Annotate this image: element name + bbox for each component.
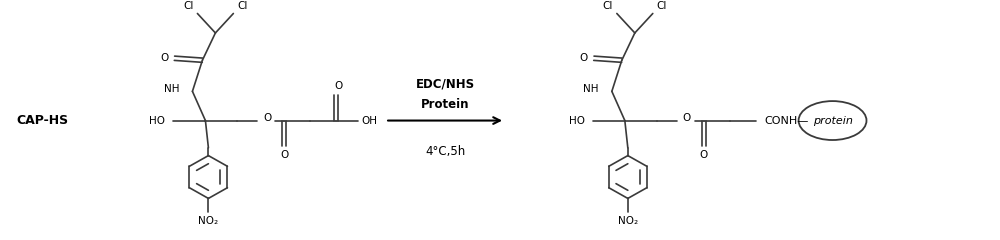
Text: protein: protein [813,115,852,126]
Text: O: O [160,53,169,63]
Text: O: O [683,113,691,123]
Text: O: O [700,150,708,160]
Text: O: O [280,150,288,160]
Text: O: O [580,53,588,63]
Text: EDC/NHS: EDC/NHS [416,77,475,90]
Text: HO: HO [569,115,585,126]
Text: NO₂: NO₂ [618,216,638,226]
Text: Cl: Cl [657,1,667,11]
Text: O: O [263,113,271,123]
Text: 4°C,5h: 4°C,5h [425,145,465,158]
Text: NH: NH [164,84,179,94]
Text: OH: OH [361,115,377,126]
Text: Cl: Cl [603,1,613,11]
Text: CONH—: CONH— [764,115,809,126]
Text: O: O [334,82,342,91]
Text: CAP-HS: CAP-HS [17,114,69,127]
Text: Protein: Protein [421,98,469,111]
Text: HO: HO [149,115,165,126]
Text: Cl: Cl [237,1,248,11]
Text: NO₂: NO₂ [198,216,218,226]
Text: Cl: Cl [183,1,194,11]
Text: NH: NH [583,84,599,94]
